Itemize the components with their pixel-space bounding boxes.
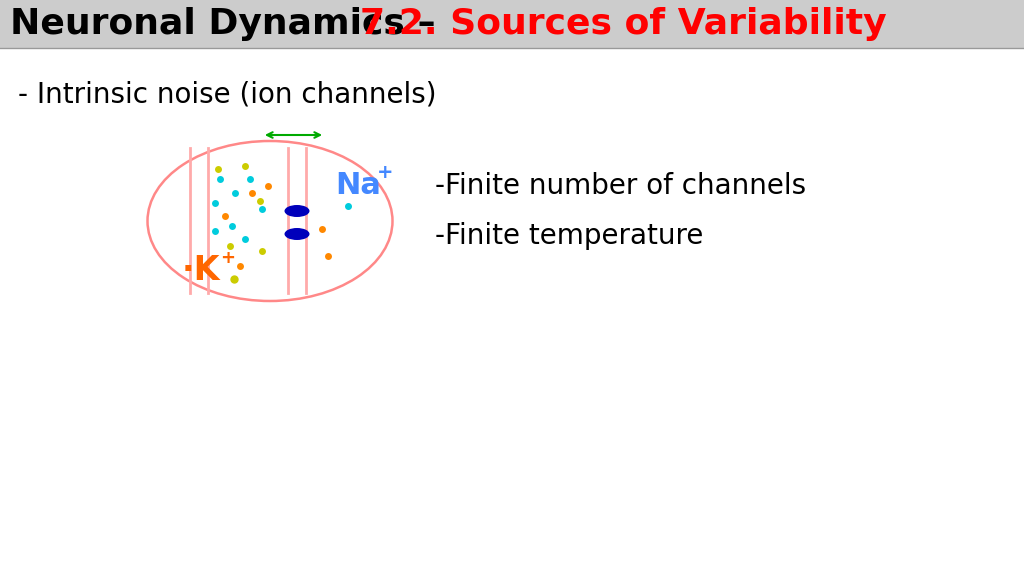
Text: +: + xyxy=(220,249,234,267)
Text: -Finite number of channels: -Finite number of channels xyxy=(435,172,806,200)
Text: ·K: ·K xyxy=(182,255,220,287)
Text: Na: Na xyxy=(335,172,381,200)
Text: Neuronal Dynamics –: Neuronal Dynamics – xyxy=(10,7,449,41)
Ellipse shape xyxy=(285,205,309,217)
Text: +: + xyxy=(377,162,393,181)
Ellipse shape xyxy=(285,228,309,240)
Text: - Intrinsic noise (ion channels): - Intrinsic noise (ion channels) xyxy=(18,80,436,108)
Bar xyxy=(0,0,1024,48)
Text: -Finite temperature: -Finite temperature xyxy=(435,222,703,250)
Text: 7.2. Sources of Variability: 7.2. Sources of Variability xyxy=(360,7,887,41)
